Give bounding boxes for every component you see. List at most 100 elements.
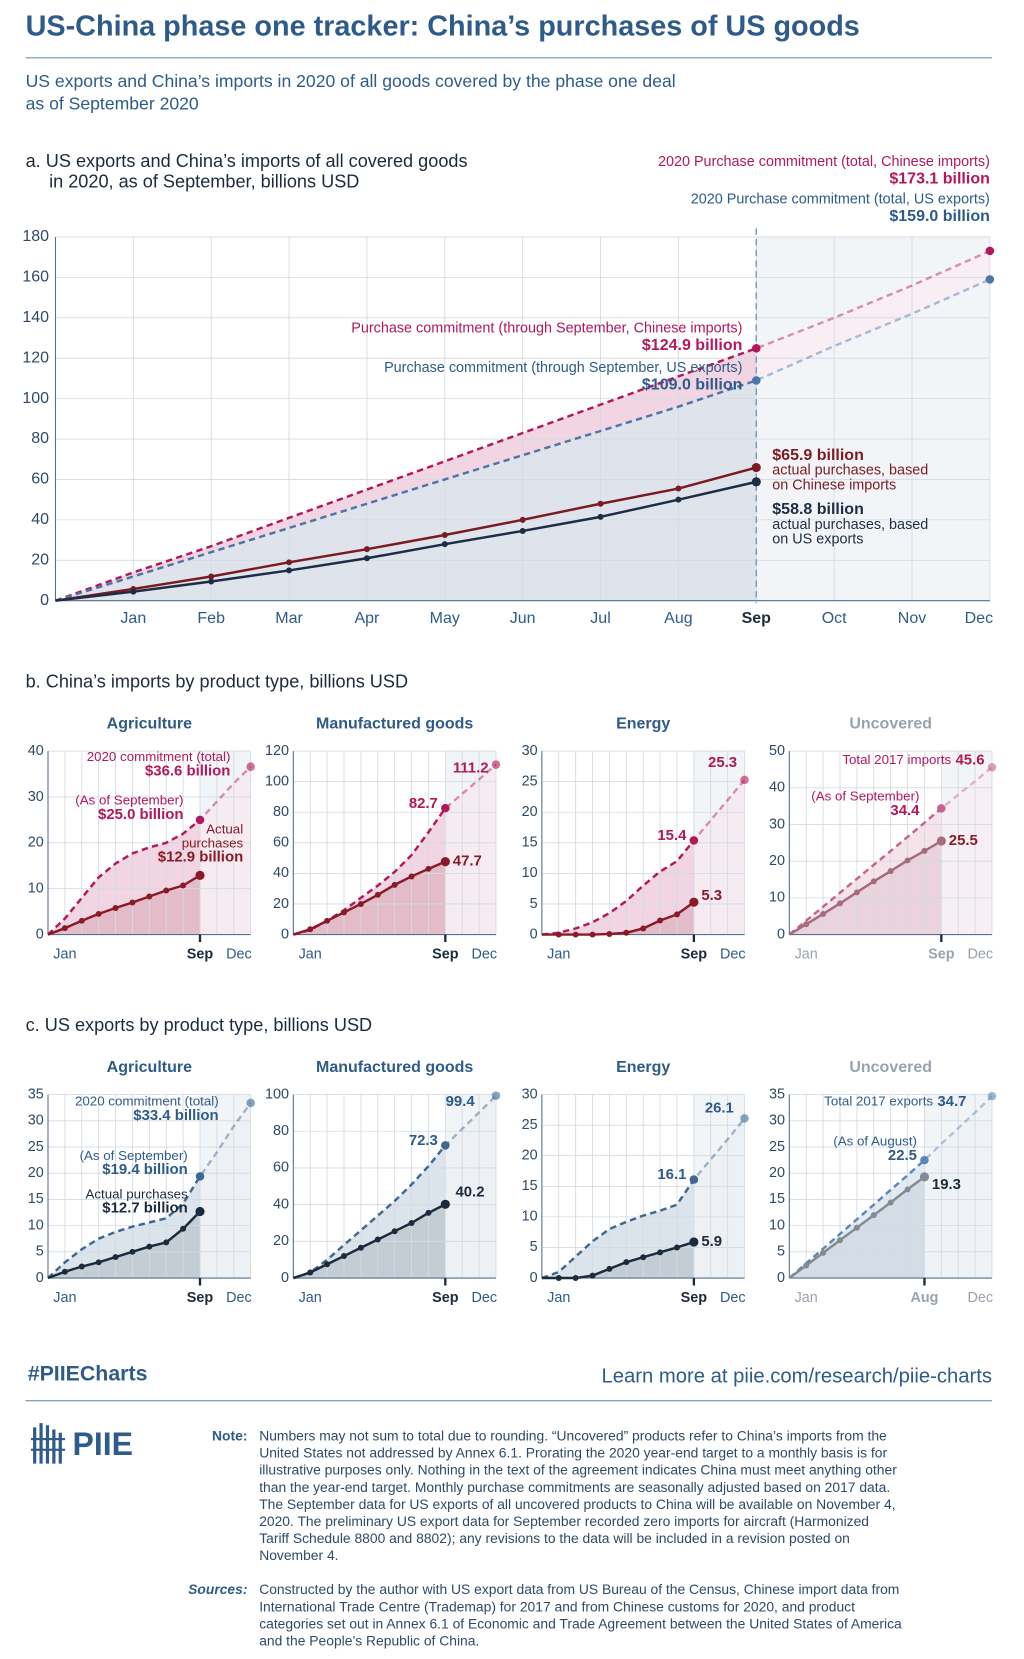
point [324, 917, 331, 924]
y-tick-label: 40 [28, 743, 44, 759]
note-line: Tariff Schedule 8800 and 8802); any revi… [259, 1530, 850, 1546]
y-tick-label: 10 [769, 1217, 785, 1233]
line [55, 480, 757, 602]
point [920, 1155, 929, 1165]
x-tick-label: Dec [720, 947, 746, 963]
point [803, 1262, 810, 1269]
point [606, 1265, 613, 1272]
point [689, 897, 699, 907]
point [341, 909, 347, 916]
y-tick-label: 20 [28, 835, 44, 851]
point [555, 931, 562, 938]
point [985, 275, 995, 284]
sources-label: Sources: [188, 1581, 247, 1597]
data-label: 19.3 [932, 1176, 961, 1193]
point [837, 900, 843, 907]
annotation: (As of August) [833, 1133, 917, 1148]
x-tick-label: Jun [510, 610, 536, 627]
y-tick-label: 30 [28, 1113, 44, 1129]
y-tick-label: 35 [769, 1086, 785, 1102]
point [112, 904, 119, 911]
annotation: Purchase commitment (through September, … [351, 320, 742, 336]
data-label: $25.0 billion [98, 806, 183, 823]
annotation: (As of September) [811, 788, 919, 803]
point [363, 546, 370, 553]
y-tick-label: 30 [769, 816, 785, 832]
chart-title: Energy [616, 716, 670, 733]
point [919, 1172, 930, 1182]
point [357, 901, 364, 907]
x-tick-label: Sep [681, 947, 708, 963]
y-tick-label: 40 [273, 1196, 289, 1212]
area [541, 902, 694, 935]
data-label: $173.1 billion [889, 171, 989, 188]
note-line: 2020. The preliminary US export data for… [259, 1513, 869, 1529]
x-tick-label: Aug [664, 610, 692, 627]
point [837, 1237, 843, 1244]
y-tick-label: 80 [273, 804, 289, 820]
point [146, 893, 153, 900]
point [130, 588, 137, 595]
point [519, 516, 526, 523]
x-tick-label: Dec [226, 1290, 252, 1306]
point [129, 1248, 136, 1255]
point [870, 1212, 877, 1219]
data-label: $12.9 billion [158, 849, 243, 866]
data-label: 25.5 [949, 832, 978, 849]
data-label: 47.7 [453, 853, 482, 870]
y-tick-label: 160 [22, 269, 49, 286]
point [606, 930, 613, 937]
data-label: $159.0 billion [889, 208, 989, 225]
point [937, 804, 946, 813]
y-tick-label: 10 [769, 890, 785, 906]
point [985, 246, 995, 256]
point [921, 847, 928, 854]
sources-line: categories set out in Annex 6.1 of Econo… [259, 1615, 902, 1631]
point [180, 882, 187, 889]
point [112, 1254, 119, 1261]
x-tick-label: Jan [795, 947, 818, 963]
point [657, 1249, 664, 1256]
y-tick-label: 20 [28, 1165, 44, 1181]
x-tick-label: Sep [681, 1290, 708, 1306]
point [887, 868, 894, 875]
title: US-China phase one tracker: China’s purc… [26, 11, 860, 43]
annotation: actual purchases, based [772, 517, 928, 533]
y-tick-label: 20 [31, 552, 49, 569]
line [541, 779, 746, 936]
point [936, 836, 946, 846]
line [47, 1210, 201, 1280]
point [129, 899, 136, 906]
data-label: $65.9 billion [772, 447, 864, 464]
point [820, 911, 827, 918]
link[interactable]: Learn more at piie.com/research/piie-cha… [601, 1366, 992, 1388]
point [597, 500, 604, 507]
x-tick-label: Jan [299, 1290, 322, 1306]
point [640, 925, 647, 932]
point [689, 1237, 699, 1247]
y-tick-label: 140 [22, 309, 49, 326]
point [904, 857, 911, 864]
y-tick-label: 20 [769, 853, 785, 869]
point [589, 931, 596, 938]
point [853, 889, 860, 896]
point [870, 878, 877, 885]
x-tick-label: Sep [432, 947, 459, 963]
x-tick-label: Mar [275, 610, 303, 627]
y-tick-label: 100 [22, 390, 49, 407]
data-label: 99.4 [446, 1093, 476, 1110]
line [47, 1102, 252, 1279]
x-tick-label: Jan [120, 610, 146, 627]
y-tick-label: 30 [522, 743, 538, 759]
y-tick-label: 0 [281, 926, 289, 942]
data-label: $12.7 billion [102, 1200, 187, 1217]
x-tick-label: May [430, 610, 460, 627]
data-label: $124.9 billion [642, 337, 742, 354]
y-tick-label: 35 [28, 1086, 44, 1102]
point [246, 762, 255, 771]
point [95, 910, 102, 917]
y-tick-label: 80 [31, 430, 49, 447]
x-tick-label: Jan [53, 947, 76, 963]
point [195, 1206, 205, 1217]
